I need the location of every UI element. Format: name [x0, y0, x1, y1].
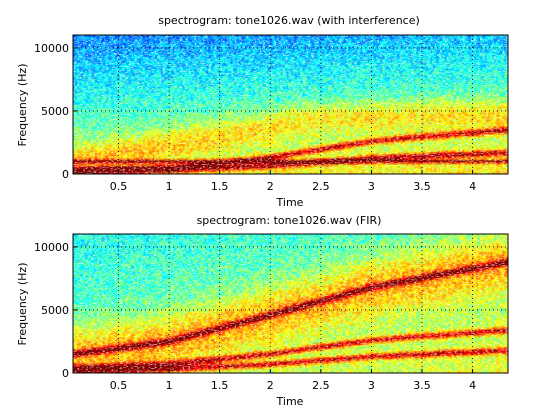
x-axis-label: Time: [276, 395, 304, 408]
y-axis-label: Frequency (Hz): [16, 263, 29, 346]
x-axis-label: Time: [276, 196, 304, 209]
x-tick-label: 3: [368, 180, 375, 193]
axes-frame: [72, 233, 509, 374]
y-tick-label: 10000: [34, 42, 69, 55]
x-tick-label: 1: [166, 180, 173, 193]
y-tick-label: 0: [62, 168, 69, 181]
heatmap-image: [73, 35, 508, 174]
y-axis-label: Frequency (Hz): [16, 64, 29, 147]
y-tick-label: 5000: [41, 304, 69, 317]
x-tick-label: 3.5: [413, 180, 431, 193]
chart-title: spectrogram: tone1026.wav (FIR): [197, 214, 382, 227]
x-tick-label: 4: [469, 180, 476, 193]
x-tick-label: 1.5: [211, 180, 229, 193]
y-tick-label: 5000: [41, 105, 69, 118]
spectrogram-panel-bottom: spectrogram: tone1026.wav (FIR) 0.5 1 1.5 2…: [16, 214, 509, 408]
chart-title: spectrogram: tone1026.wav (with interfer…: [158, 14, 420, 27]
x-axis-ticks: 0.5 1 1.5 2 2.5 3 3.5 4: [110, 369, 476, 392]
y-axis-ticks: 0 5000 10000: [34, 241, 77, 380]
heatmap-image: [73, 234, 508, 373]
x-tick-label: 2.5: [312, 379, 330, 392]
spectrogram-panel-top: spectrogram: tone1026.wav (with interfer…: [16, 14, 509, 209]
x-tick-label: 2: [267, 379, 274, 392]
x-tick-label: 2.5: [312, 180, 330, 193]
axes-frame: [72, 34, 509, 175]
x-axis-ticks: 0.5 1 1.5 2 2.5 3 3.5 4: [110, 170, 476, 193]
grid-lines: [73, 35, 508, 174]
x-tick-label: 1: [166, 379, 173, 392]
x-tick-label: 4: [469, 379, 476, 392]
y-tick-label: 0: [62, 367, 69, 380]
x-tick-label: 2: [267, 180, 274, 193]
x-tick-label: 3: [368, 379, 375, 392]
x-tick-label: 0.5: [110, 379, 128, 392]
y-tick-label: 10000: [34, 241, 69, 254]
x-tick-label: 0.5: [110, 180, 128, 193]
y-axis-ticks: 0 5000 10000: [34, 42, 77, 181]
x-tick-label: 1.5: [211, 379, 229, 392]
x-tick-label: 3.5: [413, 379, 431, 392]
grid-lines: [73, 234, 508, 373]
